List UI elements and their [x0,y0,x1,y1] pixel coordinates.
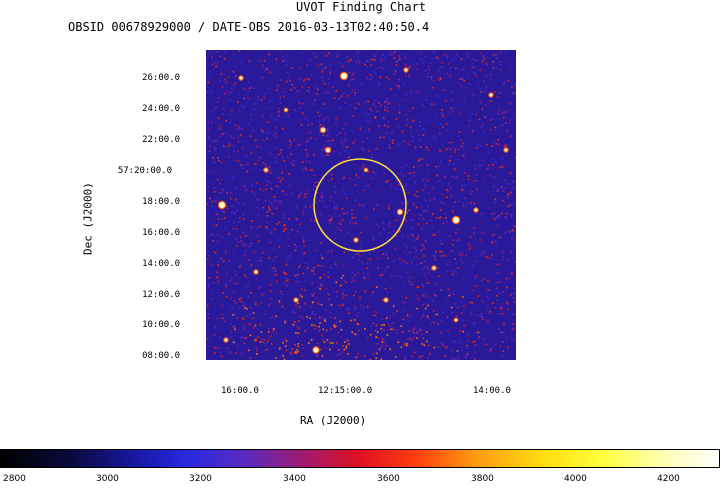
ytick: 14:00.0 [142,259,180,269]
colorbar-tick: 2800 [3,474,26,484]
colorbar-tick: 4200 [657,474,680,484]
x-axis-label: RA (J2000) [300,414,367,427]
ytick: 57:20:00.0 [117,166,172,176]
colorbar-tick: 3400 [283,474,306,484]
sky-image-svg [206,50,516,360]
chart-title: UVOT Finding Chart [295,0,427,14]
chart-subtitle: OBSID 00678929000 / DATE-OBS 2016-03-13T… [68,20,430,34]
sky-image [206,50,516,360]
colorbar-tick: 3000 [96,474,119,484]
ytick: 22:00.0 [142,135,180,145]
ytick: 08:00.0 [142,351,180,361]
ytick: 16:00.0 [142,228,180,238]
xtick: 14:00.0 [473,386,511,396]
ytick: 24:00.0 [142,104,180,114]
xtick: 12:15:00.0 [318,386,373,396]
source-circle [313,158,407,252]
xtick: 16:00.0 [221,386,259,396]
colorbar-tick: 3800 [471,474,494,484]
ytick: 10:00.0 [142,320,180,330]
ytick: 26:00.0 [142,73,180,83]
colorbar-tick: 3600 [377,474,400,484]
ytick: 18:00.0 [142,197,180,207]
colorbar-tick: 3200 [189,474,212,484]
colorbar [0,449,720,468]
colorbar-tick: 4000 [564,474,587,484]
y-axis-label: Dec (J2000) [81,182,95,255]
ytick: 12:00.0 [142,290,180,300]
